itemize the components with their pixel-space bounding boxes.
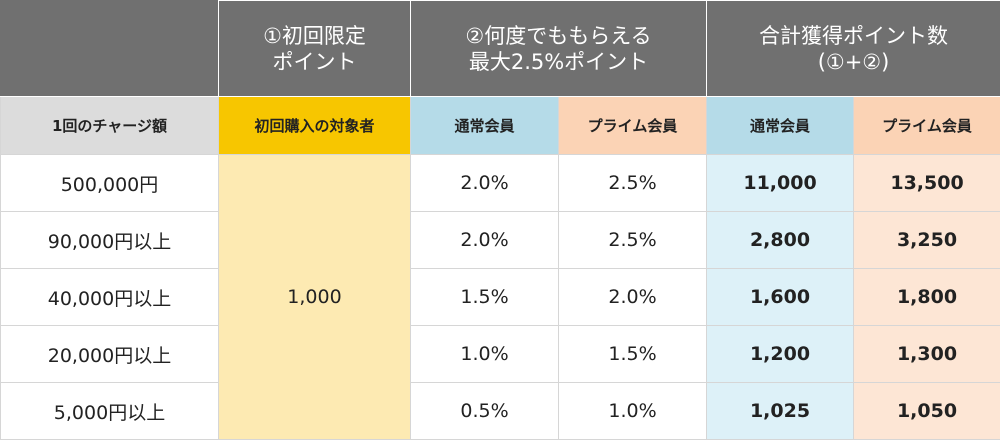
regular-rate-cell: 1.5% (410, 268, 559, 326)
header-total-line1: 合計獲得ポイント数 (759, 23, 949, 48)
prime-rate-cell: 1.5% (557, 325, 708, 383)
header-total-line2: (①+②) (817, 49, 890, 74)
header-first-time-points: ①初回限定 ポイント (218, 0, 411, 97)
header-repeat-line1: ②何度でももらえる (465, 23, 652, 48)
regular-rate-cell: 2.0% (410, 154, 559, 212)
charge-amount-cell: 20,000円以上 (0, 325, 219, 383)
total-prime-cell: 1,050 (853, 382, 1000, 440)
total-prime-cell: 13,500 (853, 154, 1000, 212)
charge-amount-cell: 90,000円以上 (0, 211, 219, 269)
total-regular-cell: 11,000 (706, 154, 855, 212)
prime-rate-cell: 2.5% (557, 211, 708, 269)
total-prime-cell: 1,300 (853, 325, 1000, 383)
total-regular-cell: 1,200 (706, 325, 855, 383)
charge-amount-cell: 40,000円以上 (0, 268, 219, 326)
prime-rate-cell: 2.5% (557, 154, 708, 212)
table-row: 500,000円 1,000 2.0% 2.5% 11,000 13,500 (0, 154, 1000, 440)
subheader-total-regular-member: 通常会員 (706, 96, 855, 155)
total-regular-cell: 2,800 (706, 211, 855, 269)
regular-rate-cell: 1.0% (410, 325, 559, 383)
total-prime-cell: 3,250 (853, 211, 1000, 269)
subheader-prime-member: プライム会員 (557, 96, 708, 155)
header-repeat-line2: 最大2.5%ポイント (468, 49, 649, 74)
prime-rate-cell: 2.0% (557, 268, 708, 326)
subheader-total-prime-member: プライム会員 (853, 96, 1000, 155)
charge-amount-cell: 500,000円 (0, 154, 219, 212)
subheader-first-purchase-target: 初回購入の対象者 (218, 96, 411, 155)
table-row: 90,000円以上 2.0% 2.5% 2,800 3,250 (0, 211, 1000, 269)
total-regular-cell: 1,600 (706, 268, 855, 326)
total-regular-cell: 1,025 (706, 382, 855, 440)
subheader-charge-amount: 1回のチャージ額 (0, 96, 219, 155)
header-first-time-line1: ①初回限定 (263, 23, 366, 48)
charge-amount-cell: 5,000円以上 (0, 382, 219, 440)
header-first-time-line2: ポイント (272, 49, 357, 74)
table-row: 5,000円以上 0.5% 1.0% 1,025 1,050 (0, 382, 1000, 440)
regular-rate-cell: 0.5% (410, 382, 559, 440)
header-total-points: 合計獲得ポイント数 (①+②) (706, 0, 1000, 97)
header-row: ①初回限定 ポイント ②何度でももらえる 最大2.5%ポイント 合計獲得ポイント… (0, 0, 1000, 97)
regular-rate-cell: 2.0% (410, 211, 559, 269)
subheader-regular-member: 通常会員 (410, 96, 559, 155)
total-prime-cell: 1,800 (853, 268, 1000, 326)
table-row: 20,000円以上 1.0% 1.5% 1,200 1,300 (0, 325, 1000, 383)
header-repeat-points: ②何度でももらえる 最大2.5%ポイント (409, 0, 708, 97)
subheader-row: 1回のチャージ額 初回購入の対象者 通常会員 プライム会員 通常会員 プライム会… (0, 96, 1000, 155)
first-bonus-cell: 1,000 (218, 154, 411, 440)
table-row: 40,000円以上 1.5% 2.0% 1,600 1,800 (0, 268, 1000, 326)
prime-rate-cell: 1.0% (557, 382, 708, 440)
header-blank-cell (0, 0, 219, 97)
